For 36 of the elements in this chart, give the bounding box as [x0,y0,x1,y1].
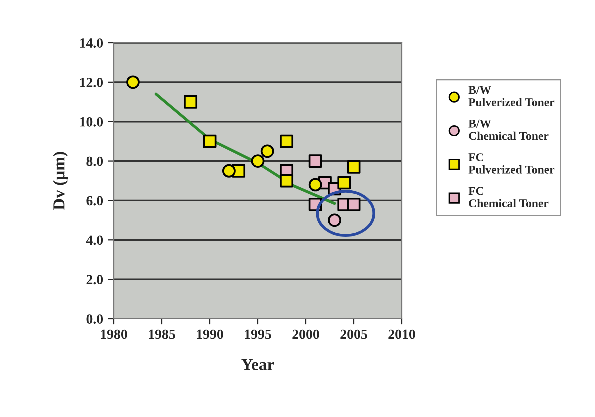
y-tick-label: 0.0 [86,314,104,324]
y-axis-title: Dv (μm) [53,152,68,210]
x-tick-label: 1995 [245,330,272,340]
y-tick-label: 10.0 [80,117,104,127]
x-tick-label: 1980 [101,330,128,340]
legend-label: B/W Pulverized Toner [468,86,555,107]
point [184,95,198,109]
legend-label: B/W Chemical Toner [468,120,549,140]
y-tick-label: 4.0 [86,236,104,246]
y-tick-label: 8.0 [86,156,104,166]
point [347,160,361,174]
point [280,174,294,188]
y-tick-label: 2.0 [86,275,104,285]
x-tick-label: 2000 [292,330,320,340]
x-axis-title: Year [242,359,274,370]
x-tick-label: 1990 [197,330,224,340]
point [328,214,342,228]
point [126,76,140,90]
x-tick-label: 2005 [340,330,368,340]
y-tick-label: 6.0 [86,196,104,206]
point [347,198,361,212]
point [308,154,322,168]
point [338,176,352,190]
point [203,134,217,148]
y-tick-label: 14.0 [80,38,104,48]
x-tick-label: 1985 [149,330,176,340]
point [308,178,322,192]
point [222,164,236,178]
y-tick-label: 12.0 [80,78,104,88]
line-series [154,92,336,206]
legend-label: FC Chemical Toner [468,187,549,208]
point [251,154,265,168]
legend-label: FC Pulverized Toner [468,154,555,174]
x-tick-label: 2010 [388,330,416,340]
point [260,144,274,158]
point [280,134,294,148]
